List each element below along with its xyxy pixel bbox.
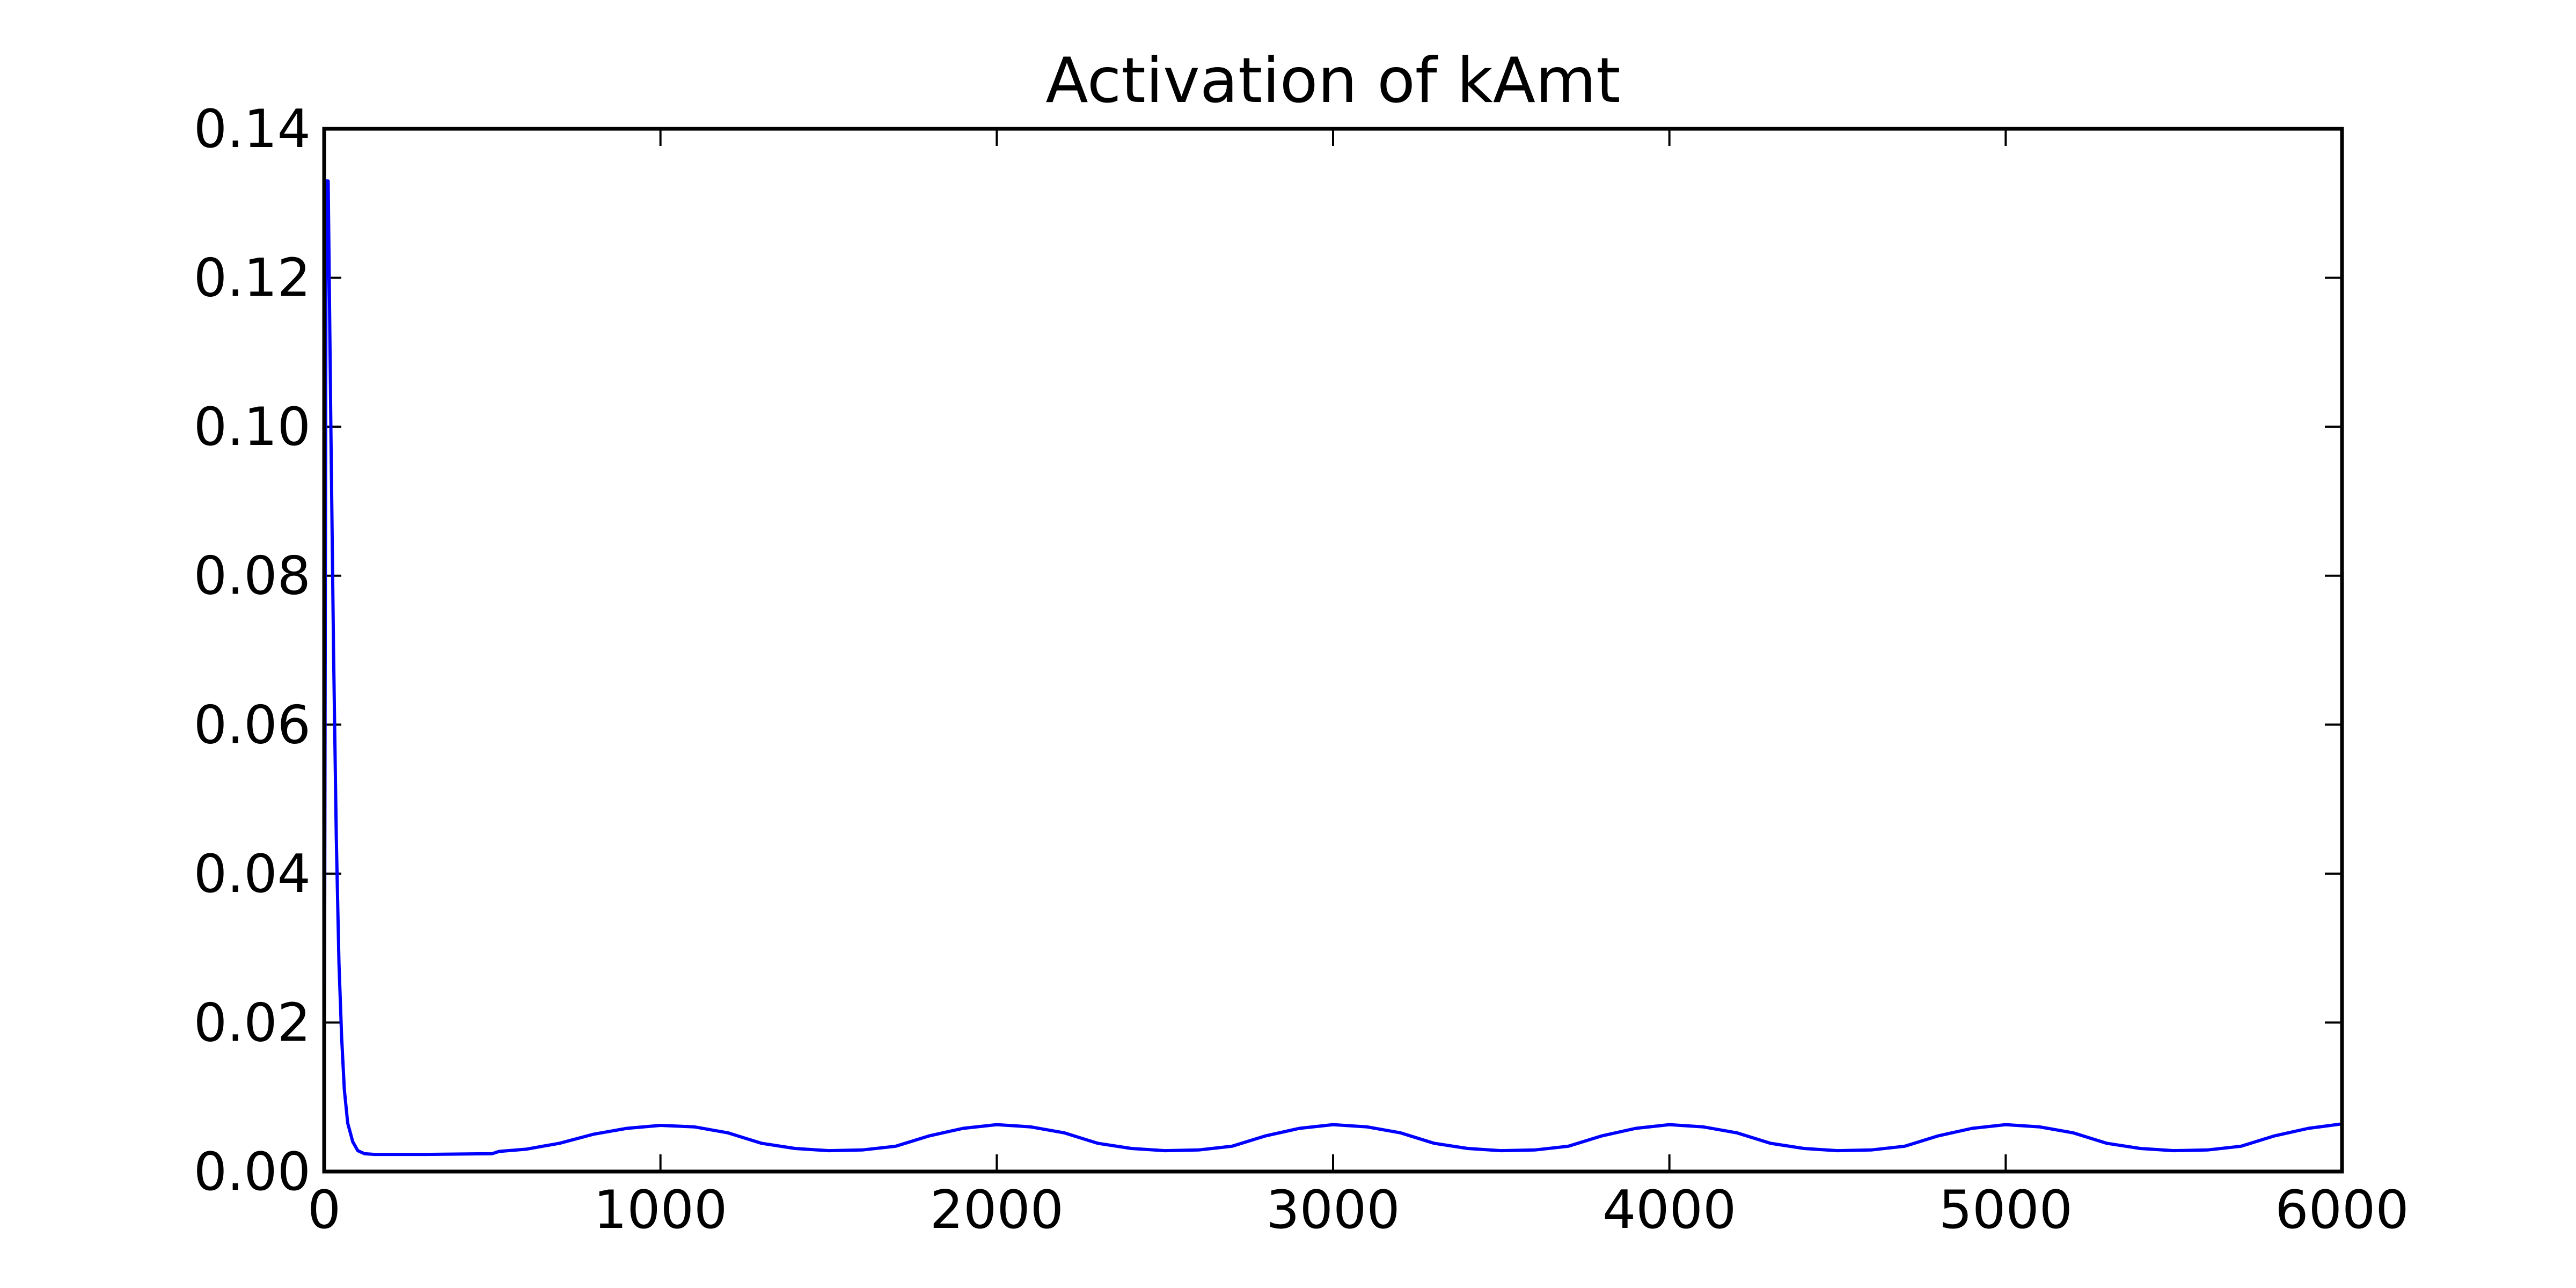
ticks-layer: 0 1000 2000 3000 4000 5000 6000 0.00 0.02 0.04 0.0… <box>194 99 2409 1241</box>
chart-title: Activation of kAmt <box>1045 45 1620 117</box>
x-tick-label: 5000 <box>1939 1180 2073 1241</box>
series-line <box>323 179 2344 1173</box>
y-tick-label: 0.12 <box>194 248 311 309</box>
x-tick-label: 1000 <box>594 1180 727 1241</box>
x-tick-label: 4000 <box>1602 1180 1736 1241</box>
axes-frame <box>322 127 2344 1174</box>
y-tick-label: 0.00 <box>194 1141 311 1203</box>
y-tick-label: 0.10 <box>194 397 311 458</box>
plot-area <box>323 179 2344 1173</box>
y-tick-label: 0.14 <box>194 99 311 160</box>
x-tick-label: 2000 <box>930 1180 1064 1241</box>
y-tick-label: 0.04 <box>194 844 311 905</box>
y-tick-label: 0.08 <box>194 546 311 607</box>
x-tick-label: 0 <box>308 1180 341 1241</box>
x-tick-label: 6000 <box>2275 1180 2409 1241</box>
y-tick-label: 0.02 <box>194 992 311 1053</box>
x-tick-label: 3000 <box>1266 1180 1400 1241</box>
y-tick-label: 0.06 <box>194 694 311 756</box>
